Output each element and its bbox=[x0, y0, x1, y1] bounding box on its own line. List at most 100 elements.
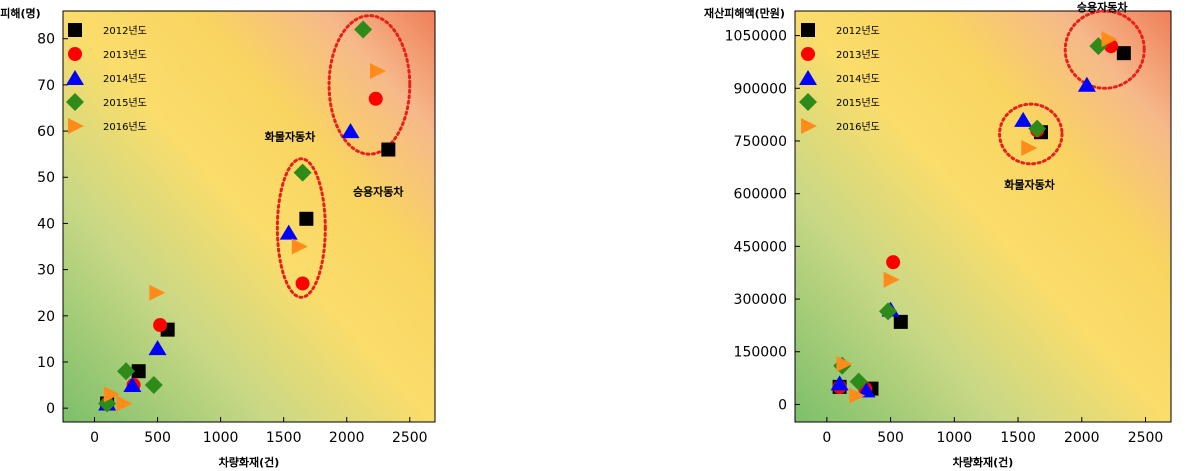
data-point bbox=[1116, 46, 1131, 61]
points-0 bbox=[98, 20, 396, 413]
data-point bbox=[116, 395, 133, 412]
data-point bbox=[98, 394, 117, 413]
legend-label: 2014년도 bbox=[103, 73, 147, 85]
y-tick-label: 750000 bbox=[734, 134, 787, 150]
x-axis-title-1: 차량화재(건) bbox=[953, 455, 1014, 469]
legend-label: 2015년도 bbox=[836, 97, 880, 109]
y-tick-label: 30 bbox=[37, 263, 55, 279]
x-tick-label: 1500 bbox=[1000, 430, 1036, 446]
annotation-label: 화물자동차 bbox=[265, 129, 316, 143]
data-point bbox=[279, 224, 298, 240]
x-tick-label: 1500 bbox=[266, 430, 302, 446]
ticks-1: 0 500 1000 1500 2000 2500 0 150000 300000 450000 6… bbox=[725, 29, 1164, 446]
plot-area-1 bbox=[794, 10, 1172, 423]
data-point bbox=[131, 364, 146, 379]
data-point bbox=[1101, 31, 1118, 48]
data-point bbox=[1028, 119, 1047, 138]
y-axis-title-0: 인명피해(명) bbox=[0, 6, 41, 20]
y-tick-label: 0 bbox=[46, 401, 55, 417]
data-point bbox=[354, 20, 373, 39]
data-point bbox=[849, 387, 866, 404]
data-point bbox=[295, 276, 310, 291]
legend-0: 2012년도 2013년도 2014년도 2015년도 2016년도 bbox=[66, 23, 147, 134]
x-axis-title-0: 차량화재(건) bbox=[219, 455, 280, 469]
highlight-ellipse bbox=[275, 157, 327, 299]
data-point bbox=[857, 382, 876, 398]
plot-area-0 bbox=[62, 10, 436, 423]
highlight-ellipse bbox=[998, 102, 1064, 166]
y-tick-label: 80 bbox=[37, 32, 55, 48]
legend-label: 2016년도 bbox=[103, 121, 147, 133]
y-tick-label: 10 bbox=[37, 355, 55, 371]
highlight-ellipses-1 bbox=[998, 9, 1146, 166]
x-tick-label: 500 bbox=[877, 430, 904, 446]
highlight-ellipses-0 bbox=[275, 14, 412, 299]
data-point bbox=[1014, 111, 1033, 127]
x-tick-label: 500 bbox=[144, 430, 171, 446]
x-tick-label: 2500 bbox=[392, 430, 428, 446]
data-point bbox=[1077, 76, 1096, 92]
data-point bbox=[893, 314, 908, 329]
y-tick-label: 300000 bbox=[734, 292, 787, 308]
data-point bbox=[123, 377, 142, 393]
y-tick-label: 450000 bbox=[734, 239, 787, 255]
x-tick-label: 0 bbox=[90, 430, 99, 446]
ticks-0: 0 500 1000 1500 2000 2500 0 10 20 30 40 50 60 70 80 bbox=[37, 32, 427, 446]
x-tick-label: 1000 bbox=[937, 430, 973, 446]
y-axis-title-1: 재산피해액(만원) bbox=[704, 6, 785, 20]
chart-property-damage: 0 500 1000 1500 2000 2500 0 150000 300000 450000 6… bbox=[704, 0, 1172, 469]
data-point bbox=[381, 142, 396, 157]
y-tick-label: 600000 bbox=[734, 187, 787, 203]
legend-marker bbox=[799, 70, 817, 85]
y-tick-label: 60 bbox=[37, 124, 55, 140]
data-point bbox=[153, 318, 168, 333]
legend-marker bbox=[68, 118, 84, 134]
y-tick-label: 50 bbox=[37, 170, 55, 186]
legend-label: 2016년도 bbox=[836, 121, 880, 133]
legend-1: 2012년도 2013년도 2014년도 2015년도 2016년도 bbox=[799, 23, 880, 134]
data-point bbox=[117, 362, 136, 381]
annotation-label: 승용자동차 bbox=[1077, 0, 1128, 14]
y-tick-label: 900000 bbox=[734, 81, 787, 97]
legend-marker bbox=[68, 47, 82, 61]
legend-marker bbox=[66, 70, 84, 85]
x-tick-label: 2000 bbox=[1064, 430, 1100, 446]
legend-marker bbox=[799, 93, 817, 111]
data-point bbox=[299, 211, 314, 226]
x-tick-label: 2000 bbox=[329, 430, 365, 446]
annotation-label: 화물자동차 bbox=[1004, 177, 1055, 191]
data-point bbox=[291, 238, 308, 255]
data-point bbox=[341, 123, 360, 139]
points-1 bbox=[830, 31, 1131, 404]
data-point bbox=[836, 356, 853, 373]
annotation-label: 승용자동차 bbox=[353, 185, 404, 199]
chart-casualties: 0 500 1000 1500 2000 2500 0 10 20 30 40 50 60 70 80 화물… bbox=[0, 6, 436, 469]
y-tick-label: 70 bbox=[37, 78, 55, 94]
legend-label: 2015년도 bbox=[103, 97, 147, 109]
legend-marker bbox=[801, 47, 815, 61]
data-point bbox=[103, 386, 120, 403]
data-point bbox=[368, 91, 383, 106]
legend-label: 2012년도 bbox=[836, 25, 880, 37]
y-tick-label: 0 bbox=[778, 397, 787, 413]
data-point bbox=[849, 372, 868, 391]
data-point bbox=[1021, 140, 1038, 156]
highlight-ellipse bbox=[1063, 9, 1146, 90]
legend-label: 2014년도 bbox=[836, 73, 880, 85]
data-point bbox=[148, 340, 167, 356]
legend-label: 2013년도 bbox=[836, 49, 880, 61]
y-tick-label: 1050000 bbox=[725, 29, 787, 45]
highlight-ellipse bbox=[327, 14, 412, 156]
legend-marker bbox=[801, 23, 815, 37]
data-point bbox=[879, 302, 898, 321]
data-point bbox=[293, 163, 312, 182]
data-point bbox=[149, 284, 166, 301]
data-point bbox=[369, 63, 386, 80]
legend-label: 2013년도 bbox=[103, 49, 147, 61]
x-tick-label: 1000 bbox=[203, 430, 239, 446]
legend-marker bbox=[801, 118, 817, 134]
x-tick-label: 2500 bbox=[1128, 430, 1164, 446]
